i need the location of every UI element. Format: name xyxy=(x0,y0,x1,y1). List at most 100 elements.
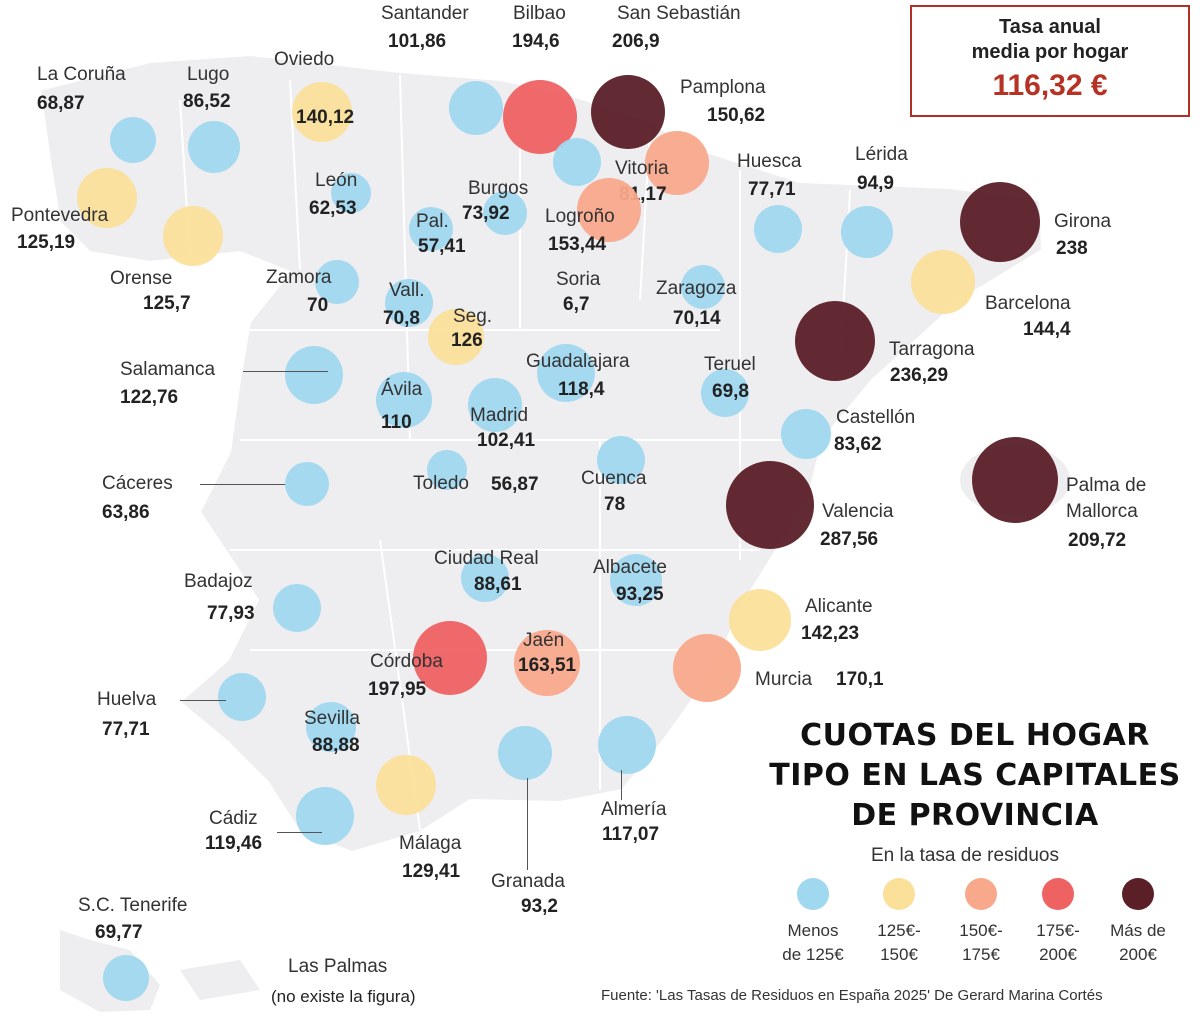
city-circle-teruel xyxy=(701,369,749,417)
legend-swatch-yellow xyxy=(883,878,915,910)
city-name-teruel: Teruel xyxy=(704,354,756,375)
city-circle-pamplona xyxy=(645,131,709,195)
city-value-san-sebastian: 206,9 xyxy=(612,31,660,52)
city-name-huesca: Huesca xyxy=(737,151,802,172)
city-name-castellon: Castellón xyxy=(836,407,916,428)
city-circle-barcelona xyxy=(911,250,975,314)
city-value-malaga: 129,41 xyxy=(402,861,461,882)
legend-swatch-dark xyxy=(1122,878,1154,910)
city-name-salamanca: Salamanca xyxy=(120,359,216,380)
city-name-girona: Girona xyxy=(1054,211,1112,232)
city-circle-alicante xyxy=(729,589,791,651)
city-circle-sevilla xyxy=(306,702,356,752)
city-circle-almeria xyxy=(598,716,656,774)
legend-swatch-blue xyxy=(797,878,829,910)
city-circle-vall xyxy=(385,279,433,327)
city-name-albacete: Albacete xyxy=(593,557,667,578)
city-name-cuenca: Cuenca xyxy=(581,468,647,489)
legend-label: 175€ xyxy=(962,945,1000,964)
city-name-toledo: Toledo xyxy=(413,473,469,494)
city-circle-pal xyxy=(409,207,453,251)
city-circle-palma-de-mallorca xyxy=(972,437,1058,523)
city-name-burgos: Burgos xyxy=(468,178,529,199)
city-value-logrono: 153,44 xyxy=(548,234,607,255)
city-name-vall: Vall. xyxy=(389,280,425,301)
subtitle: En la tasa de residuos xyxy=(870,845,1059,866)
legend-label: 150€- xyxy=(959,921,1003,940)
city-value-zamora: 70 xyxy=(307,295,329,316)
city-circle-madrid xyxy=(468,378,522,432)
city-value-burgos: 73,92 xyxy=(462,203,510,224)
city-circle-zaragoza xyxy=(681,265,725,309)
city-value-ciudad-real: 88,61 xyxy=(474,574,522,595)
source-note: Fuente: 'Las Tasas de Residuos en España… xyxy=(601,987,1103,1004)
city-circle-guadalajara xyxy=(537,344,595,402)
city-name-caceres: Cáceres xyxy=(102,473,173,494)
legend-label: 175€- xyxy=(1036,921,1080,940)
city-value-cadiz: 119,46 xyxy=(205,833,263,854)
city-circle-pontevedra xyxy=(77,168,137,228)
city-circle-zamora xyxy=(315,260,359,304)
legend-label: 200€ xyxy=(1119,945,1157,964)
box-line1: Tasa anual xyxy=(999,16,1101,38)
city-name-santander: Santander xyxy=(381,3,469,24)
city-value-huelva: 77,71 xyxy=(102,719,150,740)
city-name-zamora: Zamora xyxy=(266,267,332,288)
legend-label: Más de xyxy=(1110,921,1166,940)
city-circle-salamanca xyxy=(285,346,343,404)
legend-label: Menos xyxy=(787,921,839,940)
city-name-badajoz: Badajoz xyxy=(184,571,253,592)
city-name-murcia: Murcia xyxy=(755,669,813,690)
city-circle-castellon xyxy=(781,409,831,459)
city-name-huelva: Huelva xyxy=(97,689,157,710)
city-value-jaen: 163,51 xyxy=(518,655,577,676)
city-name-malaga: Málaga xyxy=(399,833,462,854)
leader-line-cadiz xyxy=(277,832,322,833)
box-value: 116,32 € xyxy=(992,69,1108,102)
city-value-soria: 6,7 xyxy=(563,294,590,315)
city-value-seg: 126 xyxy=(451,330,483,351)
city-value-sevilla: 88,88 xyxy=(312,735,360,756)
city-circle-albacete xyxy=(610,554,662,606)
city-value-zaragoza: 70,14 xyxy=(673,308,721,329)
city-circle-badajoz xyxy=(273,584,321,632)
city-value-murcia: 170,1 xyxy=(836,669,884,690)
city-value-huesca: 77,71 xyxy=(748,179,796,200)
city-circle-avila xyxy=(376,372,432,428)
leader-line-granada xyxy=(527,778,528,870)
city-name-pamplona: Pamplona xyxy=(680,77,766,98)
city-value-granada: 93,2 xyxy=(521,896,558,917)
city-value-madrid: 102,41 xyxy=(477,430,536,451)
city-name-logrono: Logroño xyxy=(545,206,615,227)
city-name-guadalajara: Guadalajara xyxy=(526,351,630,372)
city-name-ciudad-real: Ciudad Real xyxy=(434,548,539,569)
city-name-almeria: Almería xyxy=(601,799,667,820)
peninsula-shape xyxy=(38,53,1044,854)
city-value-pamplona: 150,62 xyxy=(707,105,766,126)
average-rate-box: Tasa anual media por hogar 116,32 € xyxy=(910,5,1190,117)
city-circle-lugo xyxy=(188,121,240,173)
city-name-oviedo: Oviedo xyxy=(274,49,335,70)
legend-swatch-red xyxy=(1042,878,1074,910)
city-name-pontevedra: Pontevedra xyxy=(11,205,109,226)
page-title: CUOTAS DEL HOGAR TIPO EN LAS CAPITALES D… xyxy=(760,716,1190,836)
city-circle-granada xyxy=(498,726,552,780)
city-value-orense: 125,7 xyxy=(143,293,191,314)
city-circle-cordoba xyxy=(413,621,487,695)
city-value-la-coruna: 68,87 xyxy=(37,93,85,114)
city-value-pal: 57,41 xyxy=(418,236,466,257)
city-name-orense: Orense xyxy=(110,268,173,289)
city-name-alicante: Alicante xyxy=(805,596,873,617)
legend-label: 125€- xyxy=(877,921,921,940)
leader-line-salamanca xyxy=(243,371,328,372)
city-value-badajoz: 77,93 xyxy=(207,603,255,624)
city-circle-huesca xyxy=(754,205,802,253)
title-line1: CUOTAS DEL HOGAR xyxy=(800,718,1150,753)
city-circle-girona xyxy=(960,182,1040,262)
city-name-la-coruna: La Coruña xyxy=(37,64,126,85)
city-circle-cadiz xyxy=(296,787,354,845)
city-value-almeria: 117,07 xyxy=(602,824,660,845)
city-name-bilbao: Bilbao xyxy=(513,3,566,24)
city-name-soria: Soria xyxy=(556,269,601,290)
